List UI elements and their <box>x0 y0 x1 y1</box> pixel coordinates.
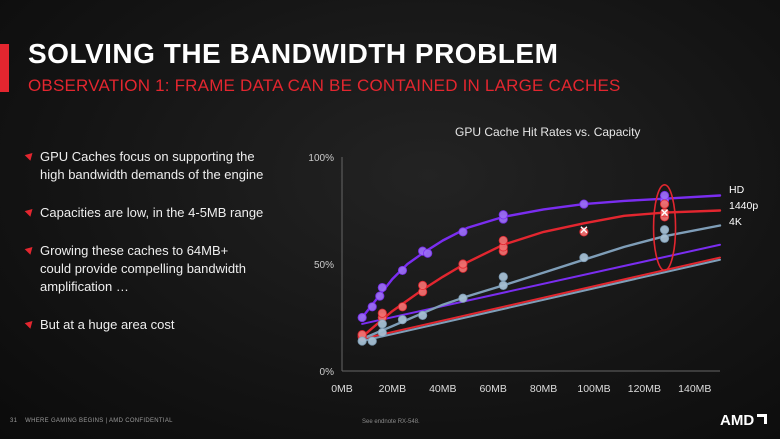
x-marker-1440p <box>580 226 588 234</box>
data-point-1440p <box>397 302 408 312</box>
bullet-text-line: amplification … <box>40 279 129 294</box>
endnote-text: See endnote RX-548. <box>362 419 420 425</box>
data-point-hd <box>458 227 468 237</box>
y-tick-label: 0% <box>320 367 335 378</box>
trend-line-4k <box>361 258 721 343</box>
chart-title: GPU Cache Hit Rates vs. Capacity <box>455 125 641 139</box>
bullet-text-line: GPU Caches focus on supporting the <box>40 149 255 164</box>
trend-line-1440p <box>361 256 721 340</box>
data-point-1440p <box>377 308 387 318</box>
data-point-hd <box>579 199 589 209</box>
bullet-text-line: could provide compelling bandwidth <box>40 261 246 276</box>
data-point-hd <box>397 265 408 276</box>
bullet-text-line: But at a huge area cost <box>40 317 175 332</box>
data-point-hd <box>357 312 367 323</box>
highlight-ellipse <box>652 184 677 272</box>
data-point-4k <box>377 327 387 338</box>
data-point-hd <box>367 302 377 312</box>
data-point-hd <box>377 282 387 293</box>
legend-label-1440p: 1440p <box>729 200 758 212</box>
legend-label-4k: 4K <box>729 216 742 228</box>
data-point-hd <box>659 190 670 201</box>
data-point-4k <box>357 336 367 346</box>
x-tick-label: 40MB <box>429 383 456 395</box>
bullet-list: GPU Caches focus on supporting the high … <box>24 148 326 354</box>
data-point-4k <box>418 310 428 320</box>
data-point-4k <box>377 319 387 329</box>
trend-line-hd <box>361 243 721 325</box>
y-tick-label: 100% <box>308 153 334 164</box>
x-tick-label: 60MB <box>479 383 506 395</box>
data-point-hd <box>423 248 433 258</box>
data-point-4k <box>458 293 468 303</box>
x-tick-label: 100MB <box>577 383 610 395</box>
x-tick-label: 120MB <box>628 383 661 395</box>
data-point-1440p <box>458 259 468 269</box>
data-point-4k <box>397 315 408 325</box>
footer-text: WHERE GAMING BEGINS | AMD CONFIDENTIAL <box>25 418 173 424</box>
data-point-4k <box>498 272 508 282</box>
bullet-text-line: Growing these caches to 64MB+ <box>40 243 229 258</box>
x-tick-label: 80MB <box>530 383 557 395</box>
x-tick-label: 140MB <box>678 383 711 395</box>
bullet-item: GPU Caches focus on supporting the high … <box>24 148 326 184</box>
amd-logo-text: AMD <box>720 412 755 429</box>
data-point-4k <box>498 280 508 290</box>
bullet-item: Growing these caches to 64MB+ could prov… <box>24 242 326 296</box>
page-number: 31 <box>10 418 18 424</box>
data-point-1440p <box>418 280 428 290</box>
data-point-1440p <box>659 199 670 209</box>
data-point-hd <box>498 210 508 220</box>
legend-label-hd: HD <box>729 184 745 196</box>
data-point-4k <box>659 233 670 243</box>
data-point-4k <box>659 225 670 235</box>
data-point-4k <box>367 336 377 346</box>
bullet-text-line: Capacities are low, in the 4-5MB range <box>40 205 264 220</box>
slide-subtitle: OBSERVATION 1: FRAME DATA CAN BE CONTAIN… <box>28 76 621 95</box>
x-tick-label: 20MB <box>379 383 406 395</box>
data-point-4k <box>579 252 589 263</box>
y-tick-label: 50% <box>314 260 334 271</box>
footer-left: 31 WHERE GAMING BEGINS | AMD CONFIDENTIA… <box>10 418 173 424</box>
bullet-item: Capacities are low, in the 4-5MB range <box>24 204 326 222</box>
x-marker-1440p <box>661 209 669 217</box>
data-point-1440p <box>579 227 589 237</box>
bullet-text-line: high bandwidth demands of the engine <box>40 167 264 182</box>
amd-logo: AMD <box>720 412 768 429</box>
title-accent-bar <box>0 44 9 92</box>
data-point-1440p <box>498 235 508 246</box>
data-point-hd <box>375 291 385 301</box>
amd-arrow-icon <box>757 414 768 424</box>
slide-title: SOLVING THE BANDWIDTH PROBLEM <box>28 38 559 69</box>
x-tick-label: 0MB <box>331 383 353 395</box>
bullet-item: But at a huge area cost <box>24 316 326 334</box>
